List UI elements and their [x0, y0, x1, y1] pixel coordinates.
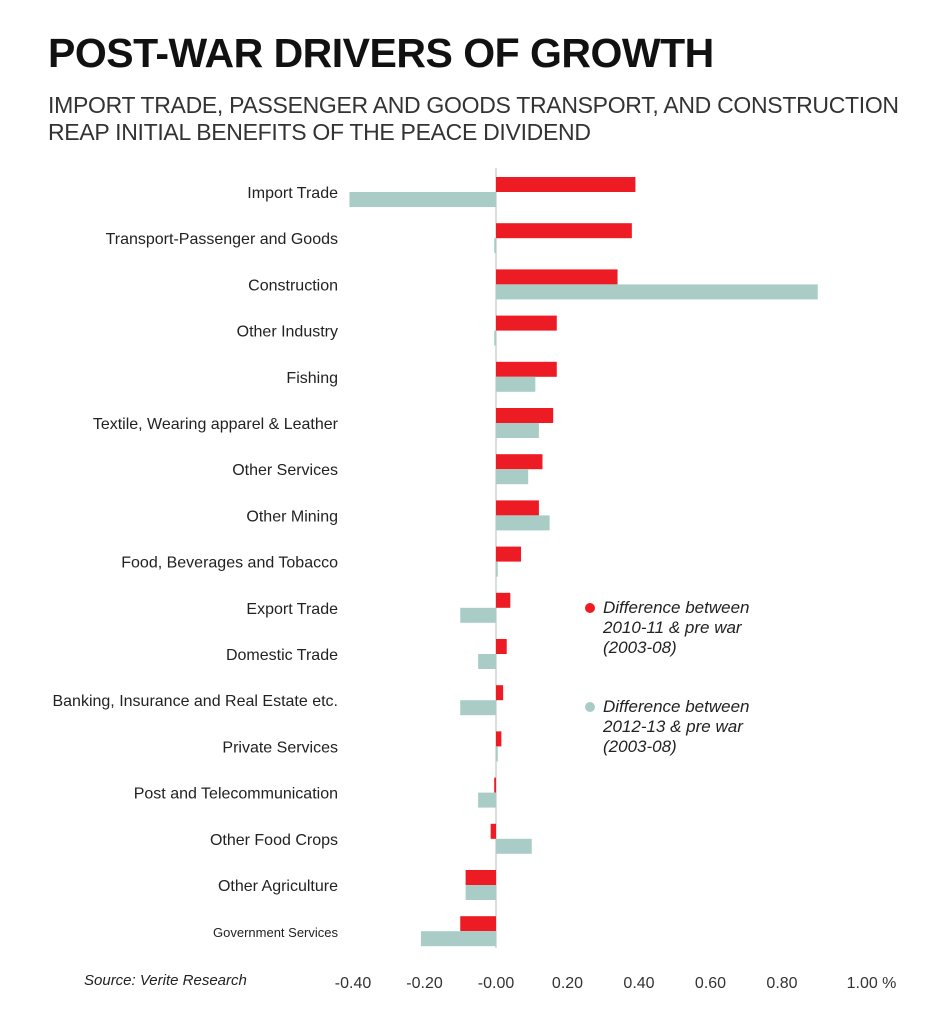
x-tick-label: 0.20 — [552, 975, 583, 992]
x-tick-label: -0.00 — [478, 975, 515, 992]
bar-2012-13 — [494, 238, 496, 254]
bar-2012-13 — [420, 931, 496, 947]
category-label: Other Food Crops — [210, 832, 338, 849]
legend-item-2010-11: Difference between 2010-11 & pre war (20… — [585, 598, 793, 658]
category-label: Banking, Insurance and Real Estate etc. — [52, 693, 338, 710]
x-tick-label: 0.60 — [695, 975, 726, 992]
bar-2010-11 — [496, 639, 507, 654]
category-label: Post and Telecommunication — [134, 786, 338, 803]
chart-subtitle: IMPORT TRADE, PASSENGER AND GOODS TRANSP… — [48, 92, 899, 145]
bar-2012-13 — [496, 284, 818, 300]
category-label: Transport-Passenger and Goods — [106, 231, 338, 248]
bar-2010-11 — [496, 315, 557, 331]
bar-2010-11 — [496, 546, 522, 562]
bar-2012-13 — [494, 330, 496, 346]
bar-2010-11 — [496, 454, 543, 470]
bar-2010-11 — [496, 685, 504, 701]
bar-2010-11 — [496, 177, 636, 192]
bar-2010-11 — [496, 223, 632, 239]
bar-2012-13 — [496, 423, 539, 438]
bar-2012-13 — [349, 192, 496, 207]
x-tick-label: -0.20 — [406, 975, 443, 992]
bar-2012-13 — [496, 515, 550, 531]
bar-2012-13 — [478, 654, 496, 669]
bar-2012-13 — [460, 700, 496, 716]
x-tick-label: 1.00 % — [847, 975, 897, 992]
category-label: Fishing — [286, 370, 338, 387]
bar-2010-11 — [496, 269, 618, 285]
category-label: Textile, Wearing apparel & Leather — [93, 416, 339, 433]
category-label: Other Industry — [237, 324, 338, 341]
x-tick-label: 0.80 — [766, 975, 797, 992]
legend-swatch-teal — [585, 702, 595, 712]
bar-2010-11 — [494, 777, 496, 793]
bar-2010-11 — [496, 500, 539, 516]
category-label: Other Agriculture — [218, 878, 338, 895]
legend-item-2012-13: Difference between 2012-13 & pre war (20… — [585, 697, 793, 757]
chart-title: POST-WAR DRIVERS OF GROWTH — [48, 30, 714, 76]
category-label: Import Trade — [247, 185, 338, 202]
category-label: Government Services — [213, 925, 338, 940]
bar-2010-11 — [460, 916, 496, 932]
bar-2012-13 — [496, 838, 532, 854]
category-label: Other Mining — [246, 508, 338, 525]
bar-2010-11 — [490, 823, 496, 839]
bar-2012-13 — [478, 792, 496, 808]
legend-label: Difference between 2010-11 & pre war (20… — [603, 598, 750, 657]
category-label: Private Services — [222, 739, 338, 756]
bar-2012-13 — [496, 469, 529, 485]
legend-label: Difference between 2012-13 & pre war (20… — [603, 697, 750, 756]
source-note: Source: Verite Research — [84, 972, 247, 989]
bar-2012-13 — [496, 561, 498, 577]
legend-swatch-red — [585, 603, 595, 613]
bar-2010-11 — [465, 870, 496, 885]
bar-2010-11 — [496, 361, 557, 377]
category-label: Domestic Trade — [226, 647, 338, 664]
bar-2012-13 — [496, 746, 498, 762]
bar-2010-11 — [496, 731, 502, 747]
bar-2010-11 — [496, 592, 511, 608]
bar-2012-13 — [496, 376, 536, 392]
category-label: Food, Beverages and Tobacco — [121, 555, 338, 572]
category-label: Construction — [248, 277, 338, 294]
category-label: Other Services — [232, 462, 338, 479]
bar-2012-13 — [460, 607, 496, 623]
bar-2010-11 — [496, 408, 554, 423]
bar-2012-13 — [465, 885, 496, 900]
x-tick-label: 0.40 — [623, 975, 654, 992]
category-label: Export Trade — [246, 601, 338, 618]
x-tick-label: -0.40 — [335, 975, 372, 992]
